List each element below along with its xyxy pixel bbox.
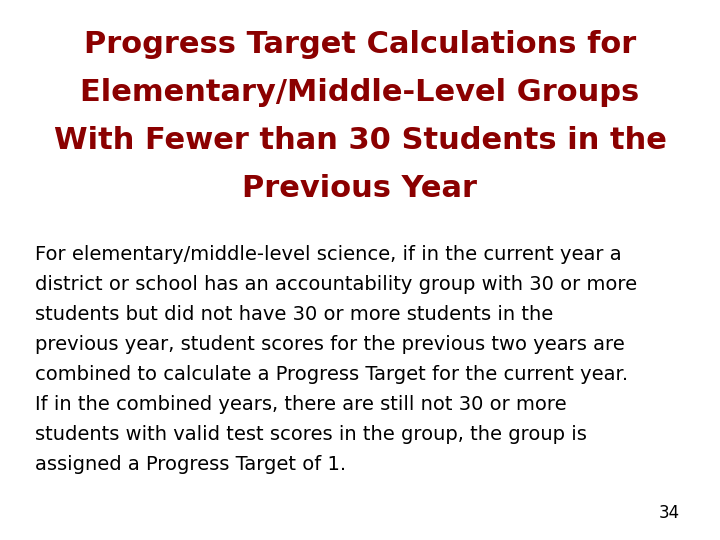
Text: 34: 34 [659, 504, 680, 522]
Text: assigned a Progress Target of 1.: assigned a Progress Target of 1. [35, 455, 346, 474]
Text: With Fewer than 30 Students in the: With Fewer than 30 Students in the [53, 126, 667, 155]
Text: Previous Year: Previous Year [243, 174, 477, 203]
Text: students with valid test scores in the group, the group is: students with valid test scores in the g… [35, 425, 587, 444]
Text: Elementary/Middle-Level Groups: Elementary/Middle-Level Groups [81, 78, 639, 107]
Text: Progress Target Calculations for: Progress Target Calculations for [84, 30, 636, 59]
Text: district or school has an accountability group with 30 or more: district or school has an accountability… [35, 275, 637, 294]
Text: For elementary/middle-level science, if in the current year a: For elementary/middle-level science, if … [35, 245, 621, 264]
Text: students but did not have 30 or more students in the: students but did not have 30 or more stu… [35, 305, 553, 324]
Text: previous year, student scores for the previous two years are: previous year, student scores for the pr… [35, 335, 625, 354]
Text: If in the combined years, there are still not 30 or more: If in the combined years, there are stil… [35, 395, 567, 414]
Text: combined to calculate a Progress Target for the current year.: combined to calculate a Progress Target … [35, 365, 628, 384]
